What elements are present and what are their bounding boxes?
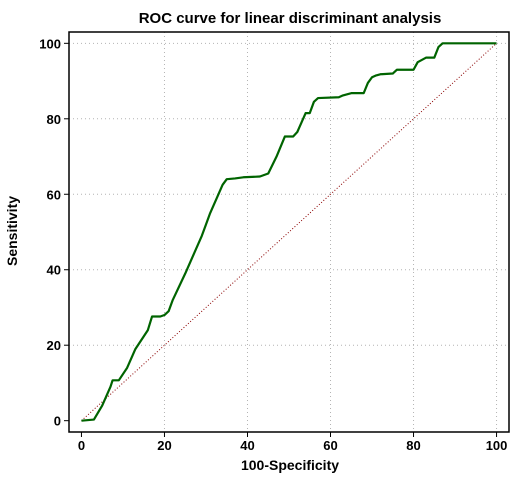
x-tick-label: 40 (240, 438, 254, 453)
y-tick-label: 20 (47, 338, 61, 353)
reference-diagonal-line (81, 42, 497, 422)
y-axis-ticks: 0 20 40 60 80 100 (39, 36, 69, 429)
roc-series (81, 42, 497, 422)
y-tick-label: 100 (39, 36, 61, 51)
y-axis-label: Sensitivity (4, 196, 20, 266)
x-tick-label: 60 (323, 438, 337, 453)
y-tick-label: 0 (54, 414, 61, 429)
reference-line (81, 42, 497, 422)
x-axis-ticks: 0 20 40 60 80 100 (78, 432, 508, 453)
x-tick-label: 80 (406, 438, 420, 453)
y-tick-label: 60 (47, 187, 61, 202)
x-tick-label: 100 (486, 438, 508, 453)
x-axis-label: 100-Specificity (241, 457, 339, 473)
roc-curve-line (81, 42, 497, 422)
x-tick-label: 0 (78, 438, 85, 453)
x-tick-label: 20 (157, 438, 171, 453)
chart-title: ROC curve for linear discriminant analys… (139, 10, 442, 27)
y-tick-label: 80 (47, 112, 61, 127)
grid (69, 32, 509, 432)
y-tick-label: 40 (47, 263, 61, 278)
plot-frame (68, 31, 510, 433)
